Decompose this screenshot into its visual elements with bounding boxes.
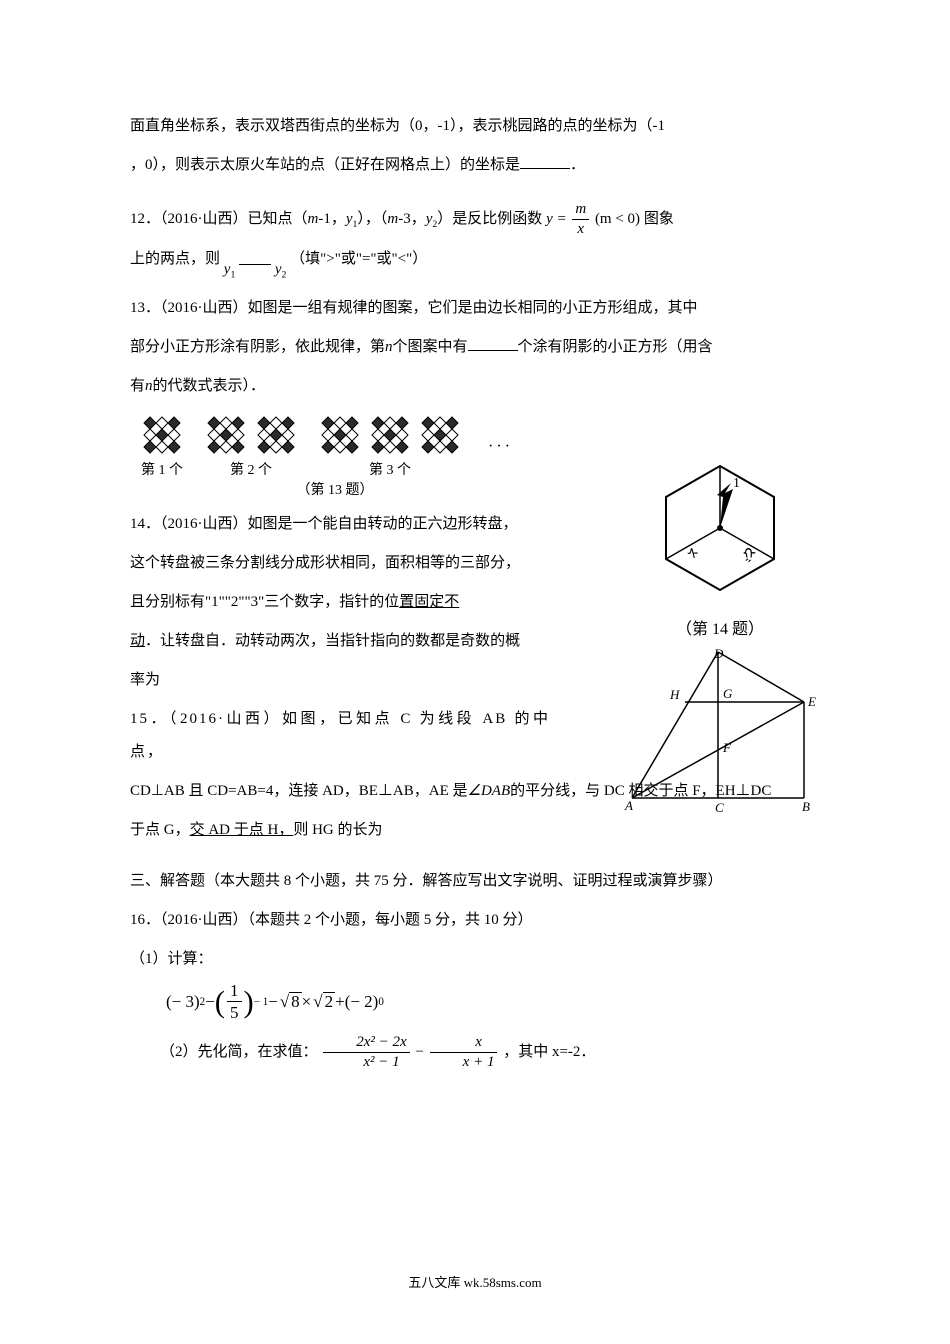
- q15-line3: 于点 G，交 AD 于点 H，则 HG 的长为: [130, 814, 820, 847]
- pt-C: C: [715, 800, 724, 815]
- pt-G: G: [723, 686, 733, 701]
- q14-line5: 率为: [130, 664, 550, 697]
- q13-l2b: 个图案中有: [393, 339, 468, 355]
- q13-l2c: 个涂有阴影的小正方形（用含: [518, 339, 713, 355]
- q13-line1: 13．（2016·山西）如图是一组有规律的图案，它们是由边长相同的小正方形组成，…: [130, 292, 820, 325]
- q12-p2c: ）是反比例函数: [437, 211, 542, 227]
- q13-n2: n: [145, 378, 153, 394]
- fig13-motif: [318, 413, 362, 457]
- blank-q12: [239, 248, 271, 266]
- hex-label-3: ᠰ: [687, 547, 698, 563]
- q15-l3b: 则 HG 的长为: [293, 822, 382, 838]
- q12-m1: m: [308, 211, 319, 227]
- q16-head: 16．（2016·山西）（本题共 2 个小题，每小题 5 分，共 10 分）: [130, 904, 820, 937]
- fig13-motif: [418, 413, 462, 457]
- q14-l4d: 指向的数都是奇数的概: [370, 633, 520, 649]
- q16-p2-minus: −: [415, 1044, 427, 1060]
- q15-l3-under: 交 AD 于点 H，: [190, 822, 294, 838]
- q12-p2b: -3，: [398, 211, 426, 227]
- q12-y2: y2: [426, 211, 438, 227]
- p11-line2a: ，0），则表示太原火车站的点（正好在网格点上）的坐标是: [130, 157, 520, 173]
- q12-p1b: -1，: [318, 211, 346, 227]
- q12-eq: y = mx (m < 0): [546, 211, 644, 227]
- figure-14: 1 ᠰ ᠭ （第 14 题）: [620, 453, 820, 647]
- q13-l3a: 有: [130, 378, 145, 394]
- q14-l4c: 动转动两次，当指针: [235, 633, 370, 649]
- q14-l4-under: 动: [130, 633, 145, 649]
- q16-part1-lead: （1）计算：: [130, 943, 820, 976]
- section3-title: 三、解答题（本大题共 8 个小题，共 75 分．解答应写出文字说明、证明过程或演…: [130, 865, 820, 898]
- fig13-group-3: 第 3 个: [318, 413, 462, 481]
- q16-part2: （2）先化简，在求值： 2x² − 2x x² − 1 − x x + 1 ，其…: [130, 1035, 820, 1070]
- q12-eq-cond: (m < 0): [595, 211, 640, 227]
- q14-l3-under: 置固定不: [399, 594, 459, 610]
- q16-p2-frac2: x x + 1: [430, 1035, 498, 1070]
- fig13-motif: [204, 413, 248, 457]
- q12-line2b: （填">"或"="或"<"）: [290, 251, 427, 267]
- q15-l2a: CD⊥AB 且 CD=AB=4，连接 AD，BE⊥AB，AE 是: [130, 783, 468, 799]
- q12-y1: y1: [346, 211, 358, 227]
- q16-p2-frac1: 2x² − 2x x² − 1: [323, 1035, 409, 1070]
- q16-p2-tail: ，其中 x=-2．: [503, 1044, 595, 1060]
- fig13-group-2: 第 2 个: [204, 413, 298, 481]
- figure-13-caption: （第 13 题）: [130, 481, 540, 501]
- q12-p1c: ），（: [357, 211, 387, 227]
- q16-part1-expr: (− 3)2 − (15)− 1 − 8 × 2 + (− 2)0: [166, 982, 820, 1021]
- q12-line1: 12．（2016·山西）已知点（m-1，y1），（m-3，y2）是反比例函数 y…: [130, 202, 820, 237]
- fig13-label-3: 第 3 个: [369, 461, 411, 481]
- fig13-label-2: 第 2 个: [230, 461, 272, 481]
- fig13-group-1: 第 1 个: [140, 413, 184, 481]
- q12-eq-left: y =: [546, 211, 567, 227]
- blank-p11: [520, 152, 570, 170]
- q14-line4: 动．让转盘自．动转动两次，当指针指向的数都是奇数的概: [130, 625, 550, 658]
- figure-14-caption: （第 14 题）: [620, 612, 820, 647]
- p11-line2b: ．: [570, 157, 585, 173]
- q12-line2: 上的两点，则 y1 y2 （填">"或"="或"<"）: [130, 243, 820, 286]
- pt-D: D: [713, 648, 724, 661]
- fig13-motif: [140, 413, 184, 457]
- q12-rel: y1 y2: [224, 248, 287, 287]
- q14-l3a: 且分别标有"1""2""3"三个数字，指针的位: [130, 594, 399, 610]
- p11-line2: ，0），则表示太原火车站的点（正好在网格点上）的坐标是 ．: [130, 149, 820, 182]
- q12-lead: 12．（2016·山西）已知点（: [130, 211, 308, 227]
- figure-15: A B C D E F G H: [620, 648, 820, 818]
- hex-label-1: 1: [733, 476, 740, 491]
- page-footer: 五八文库 wk.58sms.com: [0, 1269, 950, 1298]
- pt-A: A: [624, 798, 633, 813]
- fig13-label-1: 第 1 个: [141, 461, 183, 481]
- q14-l4a: ．让转盘自: [145, 633, 220, 649]
- q16-p2-lead: （2）先化简，在求值：: [160, 1044, 318, 1060]
- q12-eq-den: x: [572, 220, 589, 237]
- q15-line1: 15．（2016·山西）如图，已知点 C 为线段 AB 的中点，: [130, 703, 550, 769]
- pt-E: E: [807, 694, 816, 709]
- pt-H: H: [669, 687, 680, 702]
- q12-tail1: 图象: [644, 211, 674, 227]
- q12-eq-num: m: [572, 202, 589, 220]
- pt-F: F: [722, 740, 732, 755]
- q13-line2: 部分小正方形涂有阴影，依此规律，第n个图案中有 个涂有阴影的小正方形（用含: [130, 331, 820, 364]
- q13-l2a: 部分小正方形涂有阴影，依此规律，第: [130, 339, 385, 355]
- q13-n1: n: [385, 339, 393, 355]
- seg-AD: [632, 652, 718, 798]
- q13-l3b: 的代数式表示）．: [153, 378, 266, 394]
- pt-B: B: [802, 799, 810, 814]
- q14-line3: 且分别标有"1""2""3"三个数字，指针的位置固定不: [130, 586, 550, 619]
- q14-line1: 14．（2016·山西）如图是一个能自由转动的正六边形转盘，: [130, 508, 550, 541]
- hex-label-2: ᠭ: [743, 547, 756, 563]
- p11-line1: 面直角坐标系，表示双塔西街点的坐标为（0，-1），表示桃园路的点的坐标为（-1: [130, 110, 820, 143]
- q15-l3a: 于点 G，: [130, 822, 190, 838]
- q13-line3: 有n的代数式表示）．: [130, 370, 820, 403]
- fig13-motif: [254, 413, 298, 457]
- q12-m2: m: [387, 211, 398, 227]
- blank-q13: [468, 334, 518, 352]
- fig13-ellipsis: ···: [482, 429, 519, 464]
- q15-angle: ∠DAB: [468, 783, 511, 799]
- fig13-motif: [368, 413, 412, 457]
- spinner-pivot: [717, 525, 723, 531]
- q14-line2: 这个转盘被三条分割线分成形状相同，面积相等的三部分，: [130, 547, 550, 580]
- q12-line2a: 上的两点，则: [130, 251, 220, 267]
- q14-l4b: ．: [220, 633, 235, 649]
